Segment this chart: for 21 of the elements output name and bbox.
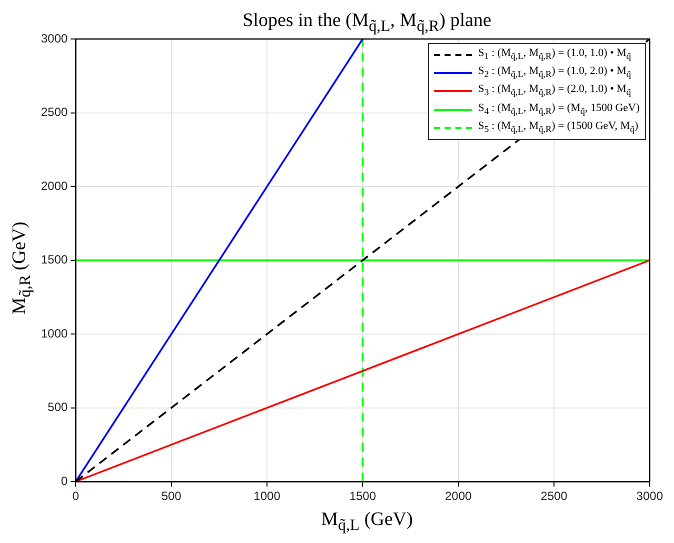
legend-label: S$_{2}$ : (M$_{q̃,L}$, M$_{q̃,R}$) = (1.0, 2.0) • M$_{q̃}$ [478,64,631,82]
legend-label: S$_{1}$ : (M$_{q̃,L}$, M$_{q̃,R}$) = (1.0, 1.0) • M$_{q̃}$ [478,46,631,64]
x-tick-label: 500 [161,489,182,504]
y-tick-label: 1000 [40,326,68,340]
x-tick-label: 0 [72,489,80,504]
text: S$_{5}$ : (M$_{q̃,L}$, M$_{q̃,R}$) = (1500 GeV, M$_{q̃}$) [478,120,638,134]
y-tick-label: 3000 [40,31,68,46]
y-tick-label: 2500 [40,105,68,120]
x-tick-label: 2500 [540,489,568,504]
y-tick-label: 500 [48,400,68,414]
y-tick-label: 2000 [40,178,68,193]
x-axis-title: M$_{q̃,L}$ (GeV) [320,509,414,535]
chart-title: Slopes in the (M$_{q̃,L}$, M$_{q̃,R}$) plane [242,10,492,36]
x-tick-label: 3000 [636,489,664,504]
y-tick-label: 0 [61,474,68,488]
y-tick-label: 1500 [40,252,68,267]
x-tick-label: 1500 [349,489,376,504]
x-tick-label: 1000 [254,489,281,504]
text: S$_{4}$ : (M$_{q̃,L}$, M$_{q̃,R}$) = (M$_{q̃}$, 1500 GeV) [478,102,640,116]
x-tick-label: 2000 [444,489,472,504]
legend-label: S$_{3}$ : (M$_{q̃,L}$, M$_{q̃,R}$) = (2.0, 1.0) • M$_{q̃}$ [478,82,631,100]
